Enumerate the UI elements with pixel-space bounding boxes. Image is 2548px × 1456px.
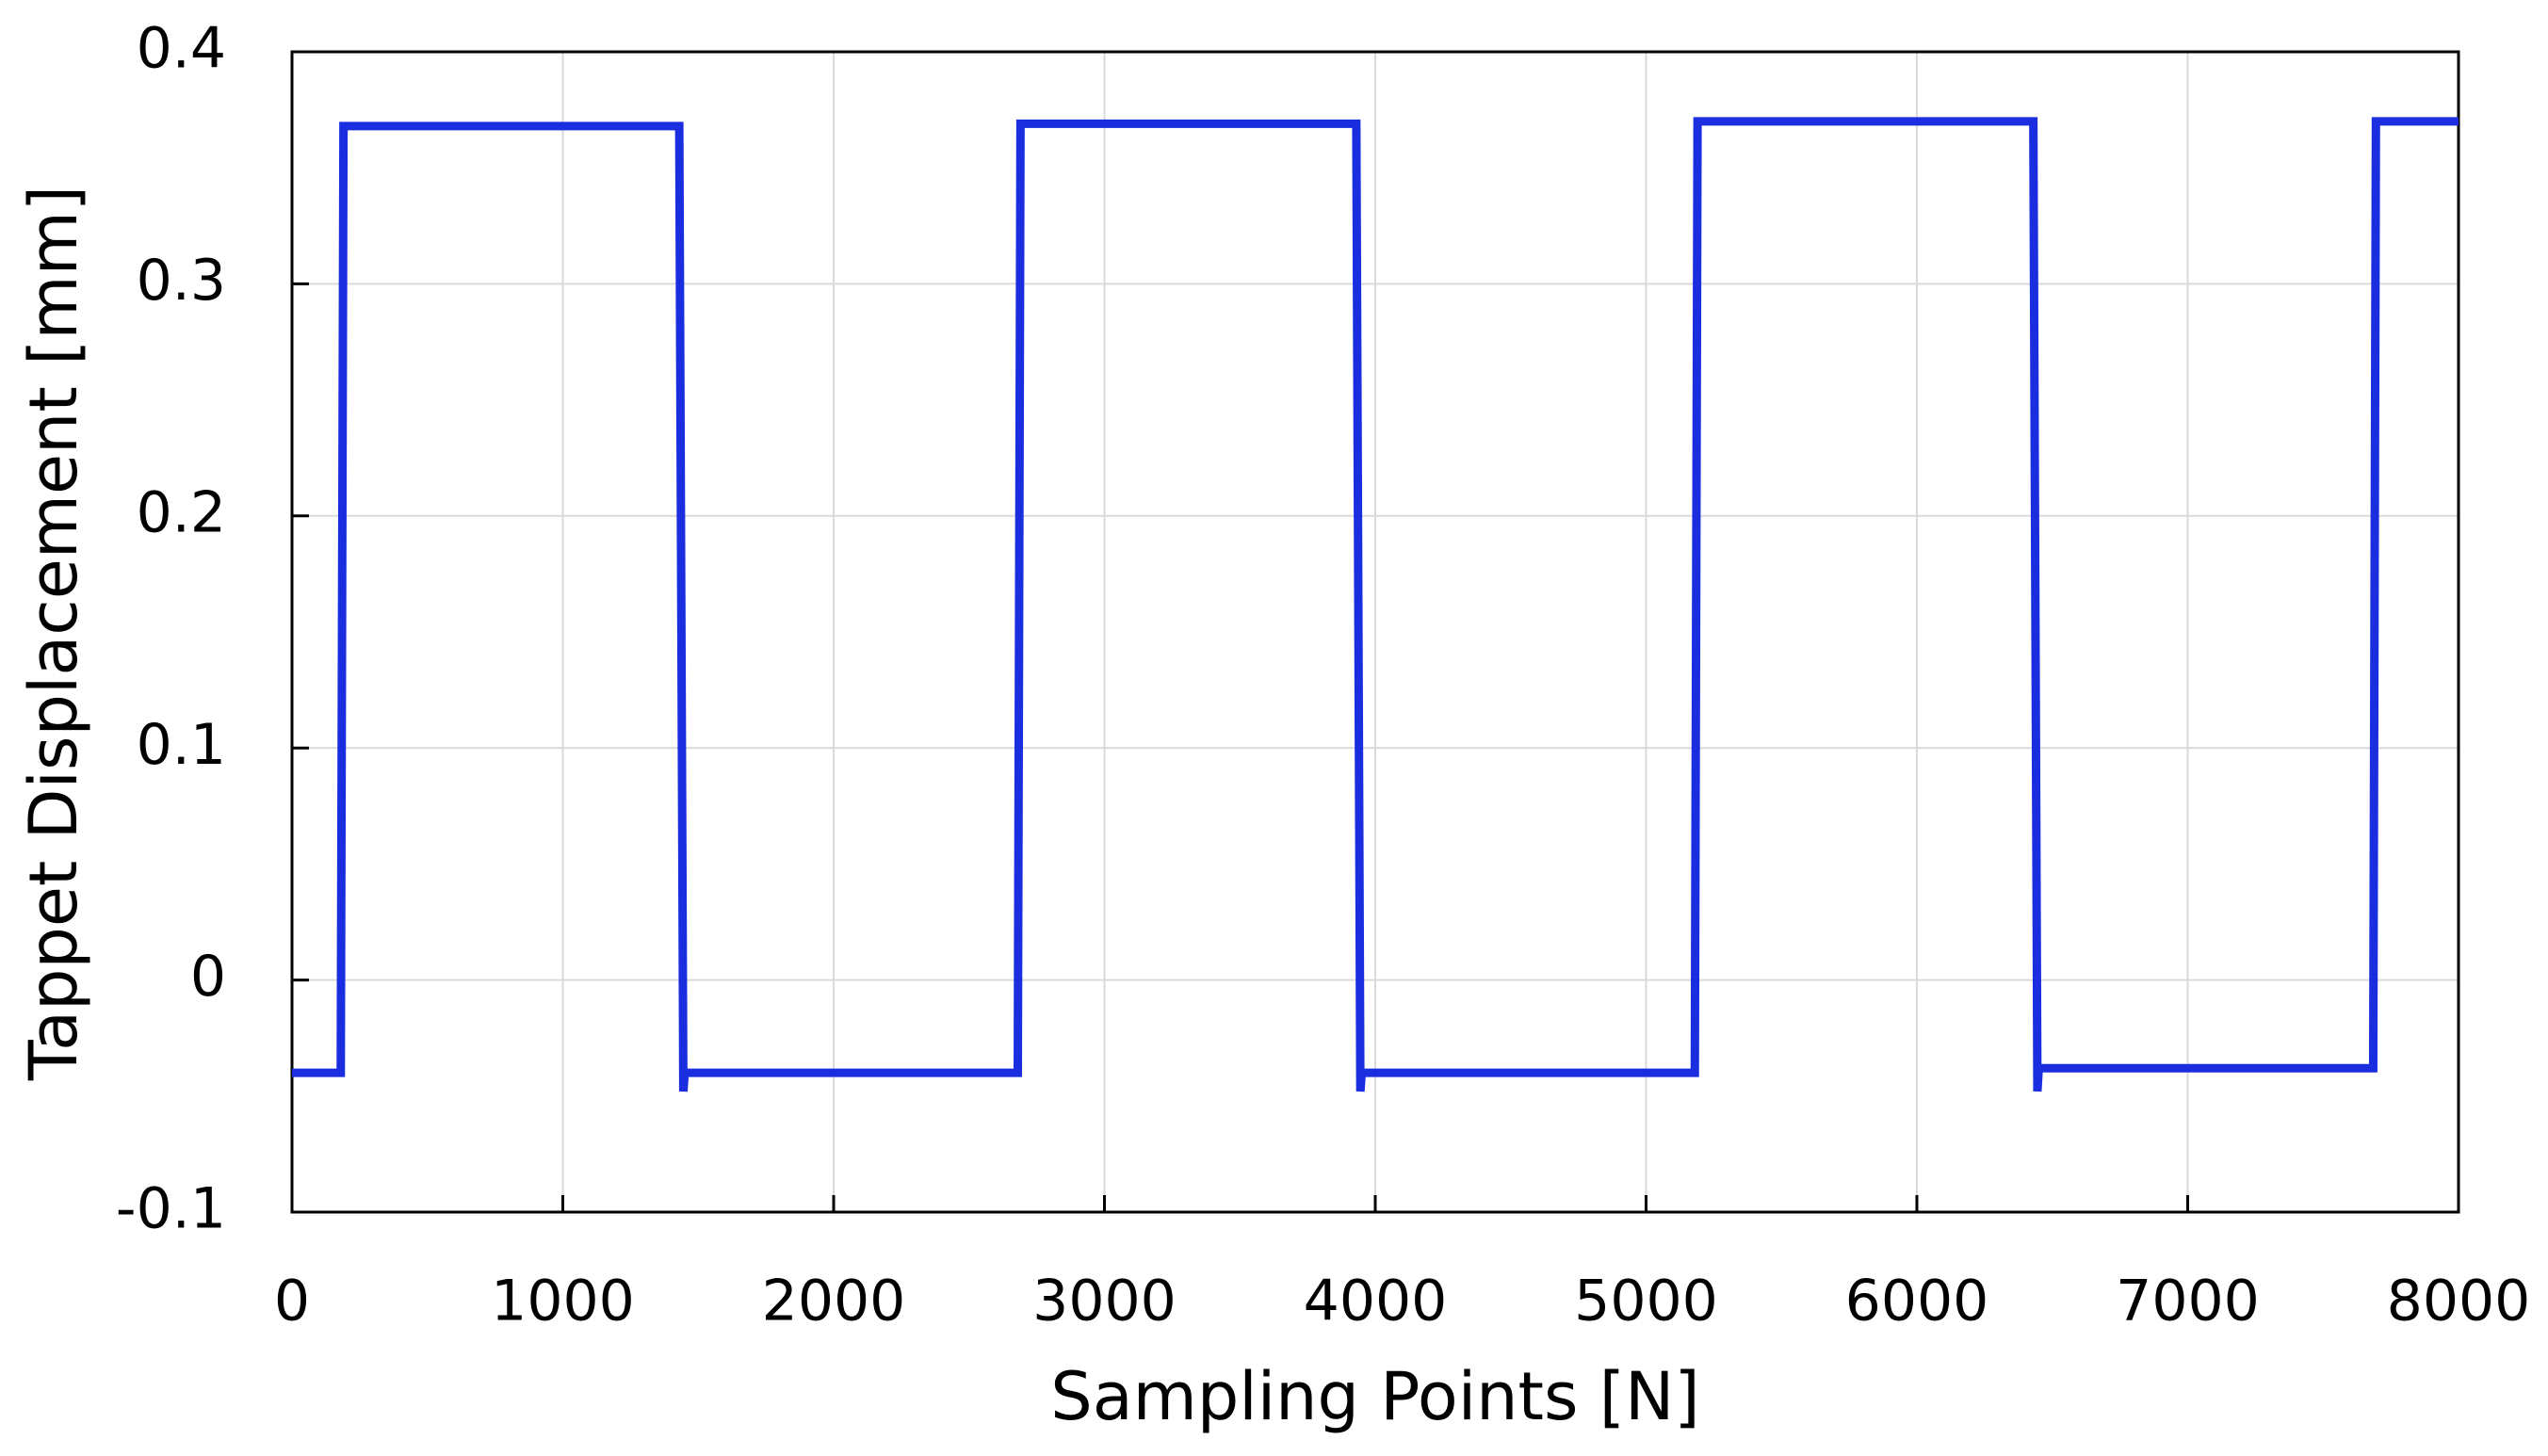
x-tick-label: 8000	[2387, 1269, 2531, 1335]
y-tick-label: 0.3	[137, 248, 226, 314]
y-tick-label: -0.1	[116, 1176, 226, 1242]
x-tick-label: 7000	[2116, 1269, 2260, 1335]
y-tick-label: 0.4	[137, 16, 226, 82]
x-tick-label: 1000	[491, 1269, 635, 1335]
x-tick-label: 3000	[1032, 1269, 1177, 1335]
x-tick-label: 6000	[1845, 1269, 1989, 1335]
y-axis-title: Tappet Displacement [mm]	[15, 186, 92, 1081]
plot-frame	[290, 50, 2460, 1214]
x-tick-label: 5000	[1574, 1269, 1718, 1335]
x-axis-title: Sampling Points [N]	[1050, 1358, 1699, 1435]
y-tick-label: 0	[190, 944, 226, 1010]
x-tick-label: 2000	[762, 1269, 906, 1335]
x-tick-label: 0	[274, 1269, 310, 1335]
data-line	[292, 117, 2459, 1092]
y-tick-label: 0.2	[137, 479, 226, 545]
x-tick-label: 4000	[1304, 1269, 1448, 1335]
y-tick-label: 0.1	[137, 712, 226, 778]
